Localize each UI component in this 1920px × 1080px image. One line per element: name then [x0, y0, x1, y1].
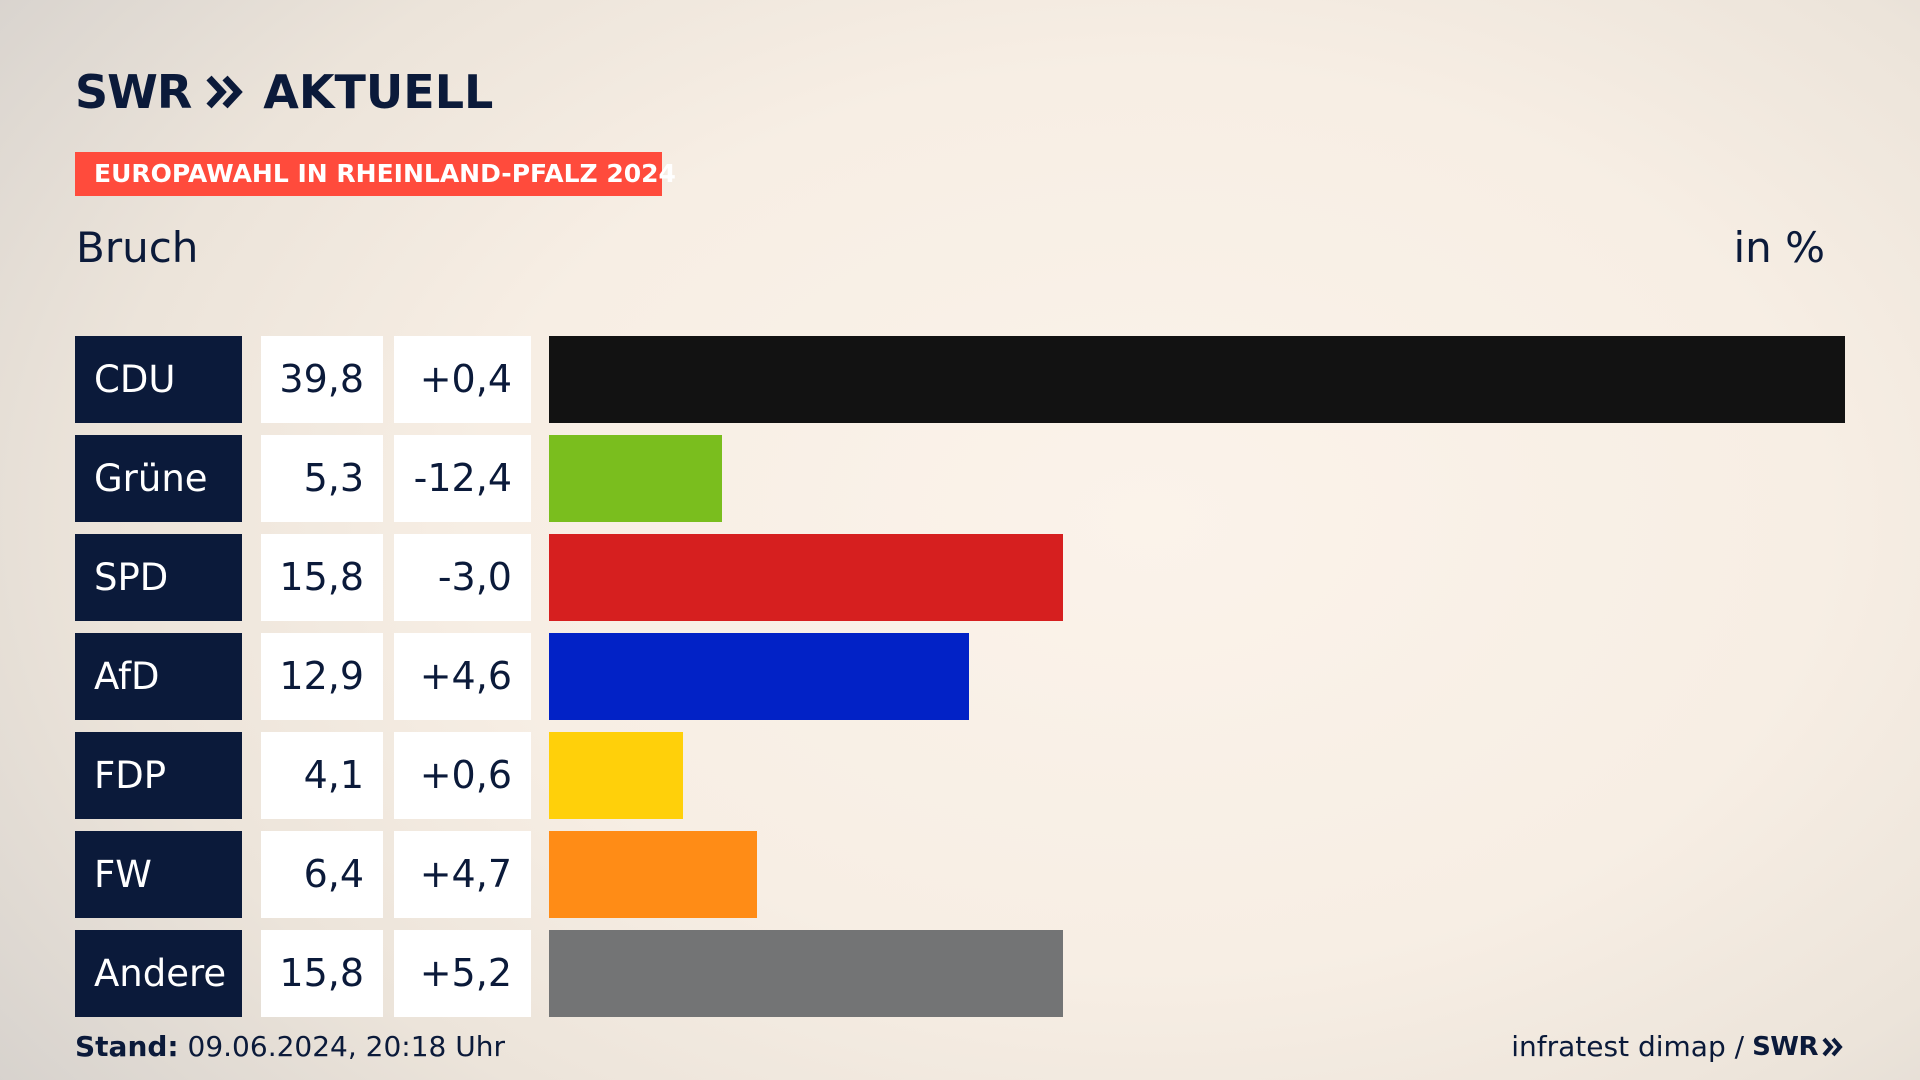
party-label: FDP: [75, 732, 242, 819]
vote-share-value: 4,1: [261, 732, 383, 819]
vote-share-value: 12,9: [261, 633, 383, 720]
logo-aktuell-text: AKTUELL: [263, 65, 494, 119]
result-bar: [549, 336, 1845, 423]
vote-change-value: +4,7: [394, 831, 531, 918]
election-tag: EUROPAWAHL IN RHEINLAND-PFALZ 2024: [75, 152, 676, 196]
result-row: AfD 12,9 +4,6: [0, 633, 1920, 720]
result-row: Grüne 5,3 -12,4: [0, 435, 1920, 522]
vote-change-value: -12,4: [394, 435, 531, 522]
vote-share-value: 6,4: [261, 831, 383, 918]
result-bar: [549, 831, 757, 918]
result-bar: [549, 633, 969, 720]
result-row: FW 6,4 +4,7: [0, 831, 1920, 918]
vote-share-value: 5,3: [261, 435, 383, 522]
swr-aktuell-logo: SWR AKTUELL: [75, 68, 493, 116]
timestamp: Stand: 09.06.2024, 20:18 Uhr: [75, 1030, 505, 1064]
vote-share-value: 15,8: [261, 534, 383, 621]
result-row: FDP 4,1 +0,6: [0, 732, 1920, 819]
stand-label: Stand:: [75, 1030, 179, 1063]
result-bar: [549, 534, 1063, 621]
logo-swr-text: SWR: [75, 65, 192, 119]
stand-value: 09.06.2024, 20:18 Uhr: [187, 1030, 505, 1063]
party-label: Andere: [75, 930, 242, 1017]
chart-subtitle: Bruch: [76, 223, 199, 272]
vote-change-value: +5,2: [394, 930, 531, 1017]
result-bar: [549, 732, 683, 819]
party-label: CDU: [75, 336, 242, 423]
vote-change-value: +0,4: [394, 336, 531, 423]
party-label: SPD: [75, 534, 242, 621]
vote-change-value: +4,6: [394, 633, 531, 720]
source-credit: infratest dimap / SWR: [1511, 1030, 1844, 1064]
result-row: SPD 15,8 -3,0: [0, 534, 1920, 621]
result-row: CDU 39,8 +0,4: [0, 336, 1920, 423]
vote-change-value: +0,6: [394, 732, 531, 819]
party-label: AfD: [75, 633, 242, 720]
double-chevron-icon: [206, 75, 244, 109]
vote-share-value: 39,8: [261, 336, 383, 423]
result-bar: [549, 930, 1063, 1017]
party-label: FW: [75, 831, 242, 918]
source-text: infratest dimap /: [1511, 1030, 1745, 1063]
vote-share-value: 15,8: [261, 930, 383, 1017]
result-row: Andere 15,8 +5,2: [0, 930, 1920, 1017]
vote-change-value: -3,0: [394, 534, 531, 621]
double-chevron-small-icon: [1822, 1037, 1843, 1057]
source-swr-text: SWR: [1752, 1032, 1818, 1062]
party-label: Grüne: [75, 435, 242, 522]
unit-label: in %: [1733, 223, 1825, 272]
result-bar: [549, 435, 722, 522]
